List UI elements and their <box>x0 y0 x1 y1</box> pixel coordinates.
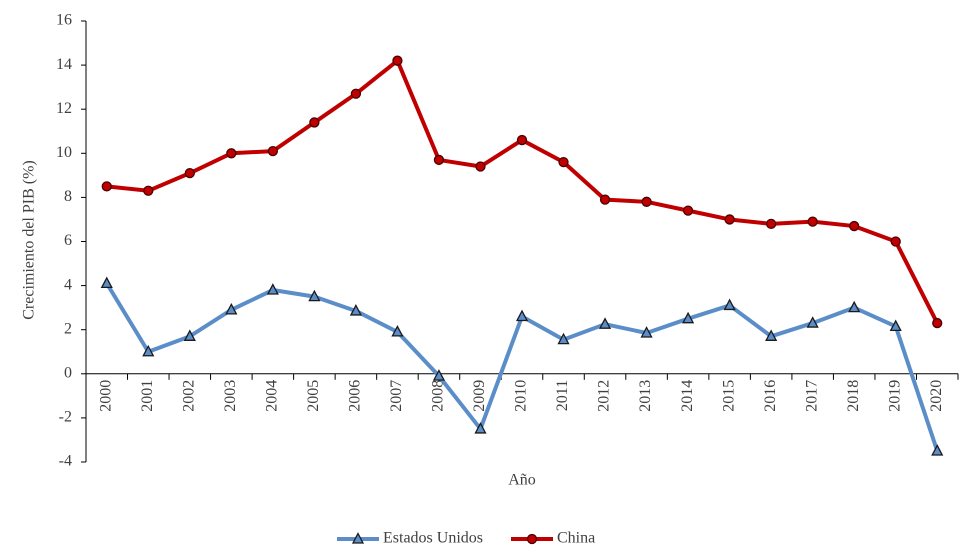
x-tick-label: 2010 <box>513 380 530 412</box>
data-point <box>515 309 529 322</box>
y-tick-label: 14 <box>56 56 72 73</box>
y-tick-label: -2 <box>59 409 72 426</box>
y-tick-label: 12 <box>56 100 72 117</box>
data-point <box>765 329 778 341</box>
data-point <box>143 185 154 196</box>
y-tick-label: 10 <box>56 144 72 161</box>
data-point <box>183 329 196 341</box>
y-tick-label: 6 <box>64 232 72 249</box>
legend-marker <box>526 533 538 545</box>
data-point <box>557 332 570 345</box>
x-tick-label: 2017 <box>803 380 820 412</box>
x-tick-label: 2019 <box>886 380 903 412</box>
y-tick-label: -4 <box>59 453 72 470</box>
data-point <box>433 154 445 166</box>
data-point <box>807 216 818 227</box>
data-point <box>931 444 944 456</box>
data-point <box>475 161 486 172</box>
data-point <box>558 156 569 168</box>
x-axis-title: Año <box>508 472 536 489</box>
x-tick-label: 2011 <box>554 380 571 411</box>
data-point <box>432 369 446 381</box>
data-point <box>932 317 943 329</box>
x-tick-label: 2005 <box>305 380 322 412</box>
data-point <box>599 194 611 205</box>
x-tick-label: 2000 <box>97 380 114 412</box>
data-point <box>100 276 113 289</box>
data-point <box>598 317 612 329</box>
data-point <box>225 302 238 315</box>
x-tick-label: 2012 <box>596 380 613 412</box>
data-point <box>391 325 404 337</box>
data-point <box>308 289 321 302</box>
x-tick-label: 2007 <box>388 380 405 412</box>
data-point <box>806 316 819 328</box>
x-tick-label: 2009 <box>471 380 488 412</box>
x-tick-label: 2013 <box>637 380 654 412</box>
x-tick-label: 2020 <box>928 380 945 412</box>
x-tick-label: 2014 <box>679 380 696 412</box>
y-axis-title: Crecimiento del PIB (%) <box>21 160 38 320</box>
data-point <box>849 220 860 232</box>
data-point <box>349 304 362 316</box>
series-line <box>106 58 940 324</box>
x-tick-label: 2003 <box>222 380 239 412</box>
x-tick-label: 2004 <box>264 380 281 412</box>
data-point <box>724 214 735 225</box>
data-point <box>267 145 279 157</box>
y-tick-label: 8 <box>64 188 72 205</box>
y-tick-label: 2 <box>64 320 72 337</box>
x-tick-label: 2006 <box>347 380 364 412</box>
y-tick-label: 0 <box>64 364 72 381</box>
data-point <box>350 88 362 99</box>
data-point <box>889 319 902 332</box>
x-tick-label: 2002 <box>180 380 197 412</box>
data-point <box>101 181 112 192</box>
data-point <box>309 117 320 128</box>
data-point <box>640 326 653 338</box>
legend-marker <box>351 532 365 544</box>
data-point <box>682 311 695 324</box>
y-tick-label: 4 <box>64 276 72 293</box>
legend-label: Estados Unidos <box>383 530 483 547</box>
data-point <box>142 344 155 357</box>
legend-label: China <box>557 530 595 547</box>
x-tick-label: 2008 <box>430 380 447 412</box>
data-point <box>516 134 528 146</box>
x-tick-label: 2016 <box>762 380 779 412</box>
data-point <box>184 167 195 179</box>
data-point <box>392 55 403 66</box>
data-point <box>226 148 237 159</box>
data-point <box>682 205 694 216</box>
data-point <box>848 300 861 313</box>
data-point <box>474 422 487 434</box>
data-point <box>266 283 279 295</box>
data-point <box>641 196 652 207</box>
x-tick-label: 2001 <box>139 380 156 412</box>
y-tick-label: 16 <box>56 12 72 29</box>
x-tick-label: 2015 <box>720 380 737 412</box>
x-tick-label: 2018 <box>845 380 862 412</box>
data-point <box>723 298 736 311</box>
data-point <box>765 218 777 230</box>
data-point <box>890 236 901 247</box>
